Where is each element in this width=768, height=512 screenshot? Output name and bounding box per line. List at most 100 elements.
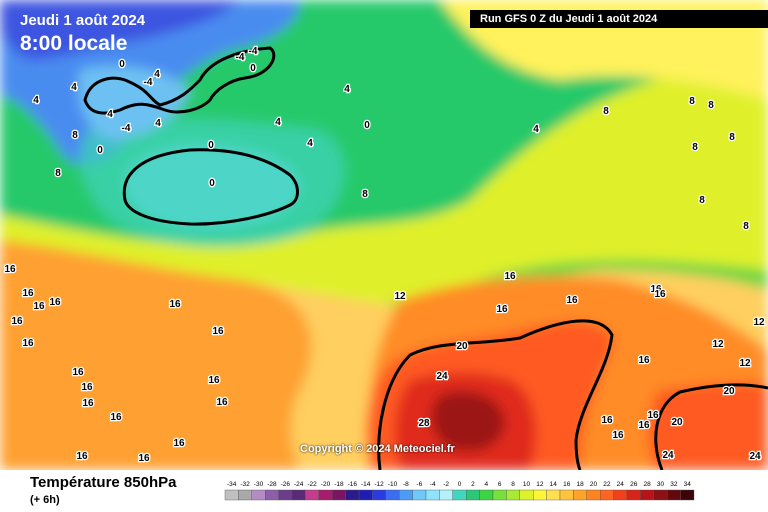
scale-tick-label: 24 bbox=[617, 481, 625, 488]
isotherm-label: 16 bbox=[33, 301, 45, 312]
isotherm-label: 16 bbox=[49, 297, 61, 308]
scale-tick-label: 20 bbox=[590, 481, 598, 488]
isotherm-label: 12 bbox=[712, 339, 724, 350]
scale-swatch bbox=[238, 489, 252, 501]
band-cold-top bbox=[0, 0, 240, 60]
lead-time-label: (+ 6h) bbox=[30, 494, 60, 506]
isotherm-label: -4 bbox=[249, 46, 258, 57]
isotherm-label: 20 bbox=[671, 417, 683, 428]
scale-tick-label: -30 bbox=[254, 481, 264, 488]
isotherm-label: 16 bbox=[216, 397, 228, 408]
scale-swatch bbox=[372, 489, 386, 501]
isotherm-label: 24 bbox=[436, 371, 448, 382]
scale-swatch bbox=[613, 489, 628, 501]
isotherm-label: 8 bbox=[362, 189, 368, 200]
isotherm-label: 12 bbox=[739, 358, 751, 369]
isotherm-label: 4 bbox=[533, 124, 539, 135]
isotherm-label: 12 bbox=[753, 317, 765, 328]
scale-swatch bbox=[399, 489, 413, 501]
contour-zero-greenland bbox=[83, 46, 276, 115]
scale-swatch bbox=[291, 489, 306, 501]
scale-swatch bbox=[425, 489, 440, 501]
scale-swatch bbox=[251, 489, 266, 501]
scale-swatch bbox=[586, 489, 601, 501]
scale-tick-label: -8 bbox=[403, 481, 409, 488]
band-ice-arm bbox=[78, 66, 190, 140]
isotherm-label: 0 bbox=[364, 120, 370, 131]
isotherm-label: 8 bbox=[689, 96, 695, 107]
isotherm-label: 8 bbox=[708, 100, 714, 111]
band-orange-west bbox=[0, 240, 312, 470]
scale-swatch bbox=[680, 489, 695, 501]
scale-swatch bbox=[479, 489, 494, 501]
scale-tick-label: -22 bbox=[307, 481, 317, 488]
isotherm-label: 4 bbox=[275, 117, 281, 128]
scale-swatch bbox=[278, 489, 293, 501]
isotherm-label: 16 bbox=[169, 299, 181, 310]
scale-tick-label: -10 bbox=[388, 481, 398, 488]
copyright-label: Copyright © 2024 Meteociel.fr bbox=[300, 443, 455, 455]
scale-tick-label: 22 bbox=[603, 481, 611, 488]
scale-swatch bbox=[640, 489, 655, 501]
scale-tick-label: -28 bbox=[267, 481, 277, 488]
scale-tick-label: 28 bbox=[643, 481, 651, 488]
scale-swatch bbox=[358, 489, 373, 501]
isotherm-label: 8 bbox=[729, 132, 735, 143]
isotherm-label: 16 bbox=[22, 338, 34, 349]
isotherm-label: 0 bbox=[97, 145, 103, 156]
local-time-label: 8:00 locale bbox=[20, 32, 128, 55]
scale-swatch bbox=[546, 489, 561, 501]
scale-swatch bbox=[332, 489, 346, 501]
contour-twenty-east bbox=[654, 383, 768, 470]
isotherm-label: 16 bbox=[173, 438, 185, 449]
band-hottest bbox=[431, 391, 505, 452]
isotherm-label: 4 bbox=[155, 118, 161, 129]
band-yellow bbox=[0, 60, 768, 309]
band-cold-ring bbox=[79, 118, 345, 247]
scale-tick-label: -4 bbox=[430, 481, 436, 488]
isotherm-label: 16 bbox=[654, 289, 666, 300]
scale-swatch bbox=[452, 489, 467, 501]
isotherm-label: 8 bbox=[692, 142, 698, 153]
scale-tick-label: -32 bbox=[240, 481, 250, 488]
isotherm-label: 8 bbox=[743, 221, 749, 232]
isotherm-label: 0 bbox=[208, 140, 214, 151]
scale-tick-label: 0 bbox=[458, 481, 462, 488]
isotherm-label: 20 bbox=[723, 386, 735, 397]
isotherm-label: -4 bbox=[122, 123, 131, 134]
scale-tick-label: 10 bbox=[523, 481, 531, 488]
isotherm-label: 8 bbox=[55, 168, 61, 179]
isotherm-label: 16 bbox=[496, 304, 508, 315]
isotherm-label: 16 bbox=[650, 284, 662, 295]
contour-zero-cold-low bbox=[122, 148, 299, 226]
scale-tick-label: 16 bbox=[563, 481, 571, 488]
scale-tick-label: -16 bbox=[348, 481, 358, 488]
isotherm-label: 8 bbox=[699, 195, 705, 206]
band-hot-east bbox=[648, 382, 768, 470]
isotherm-label: 4 bbox=[107, 109, 113, 120]
contour-lines bbox=[83, 46, 768, 470]
isotherm-label: 4 bbox=[344, 84, 350, 95]
contour-twenty-west bbox=[377, 319, 614, 470]
scale-tick-label: -2 bbox=[443, 481, 449, 488]
isotherm-label: 16 bbox=[82, 398, 94, 409]
scale-tick-label: -18 bbox=[334, 481, 344, 488]
scale-swatch bbox=[318, 489, 333, 501]
isotherm-label: 16 bbox=[72, 367, 84, 378]
isotherm-label: 16 bbox=[612, 430, 624, 441]
isotherm-label: 12 bbox=[394, 291, 406, 302]
scale-tick-label: 18 bbox=[576, 481, 584, 488]
scale-tick-label: -12 bbox=[374, 481, 384, 488]
isotherm-label: 24 bbox=[749, 451, 761, 462]
scale-swatch bbox=[385, 489, 400, 501]
isotherm-label: 8 bbox=[603, 106, 609, 117]
isotherm-label: -4 bbox=[236, 52, 245, 63]
scale-swatch bbox=[345, 489, 360, 501]
isotherm-label: 16 bbox=[208, 375, 220, 386]
scale-tick-label: 4 bbox=[484, 481, 488, 488]
scale-tick-label: 30 bbox=[657, 481, 665, 488]
scale-tick-label: -20 bbox=[321, 481, 331, 488]
isotherm-label: 0 bbox=[250, 63, 256, 74]
